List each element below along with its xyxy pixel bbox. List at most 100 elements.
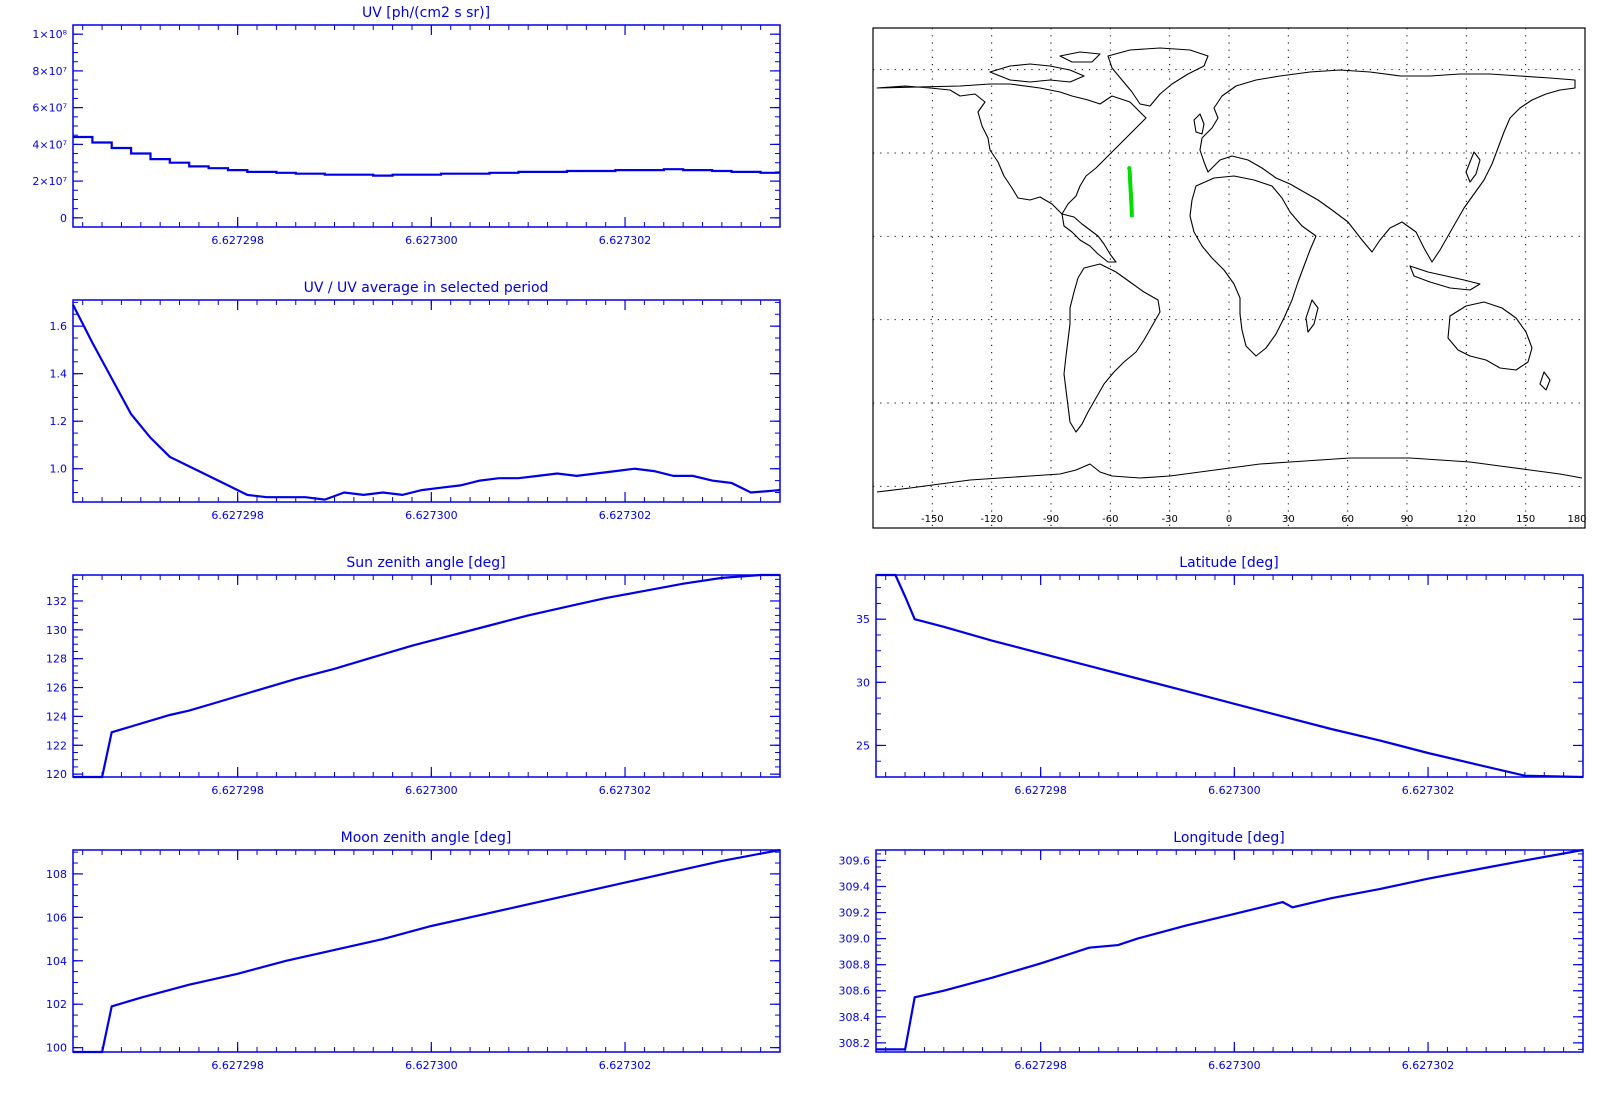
moon-zenith-axes: 100 102 104 106 108 6.627298 6.627300 6.627302 [46,850,781,1072]
satellite-ground-track [1127,169,1134,218]
coastline-greenland [1107,47,1209,107]
uv-panel: UV [ph/(cm2 s sr)] 0 2×10⁷ 4×10⁷ 6×10⁷ 8×10⁷… [32,5,781,247]
y-tick-label: 2×10⁷ [32,175,67,188]
latitude-plot-frame [875,574,1584,778]
uv-title: UV [ph/(cm2 s sr)] [362,5,490,21]
coastline-north-america [876,83,1147,263]
map-lon-tick-label: -30 [1161,514,1177,525]
y-tick-label: 309.4 [839,880,871,893]
coastline-eurasia [1199,69,1576,263]
uv-axes: 0 2×10⁷ 4×10⁷ 6×10⁷ 8×10⁷ 1×10⁸ 6.627298 6.6273… [32,24,781,247]
map-lon-tick-label: 60 [1341,514,1354,525]
y-tick-label: 122 [46,739,67,752]
moon-zenith-title: Moon zenith angle [deg] [341,830,512,846]
longitude-panel: Longitude [deg] 308.2 308.4 308.6 308.8 309.… [839,830,1584,1072]
sun-zenith-series-line [73,573,780,779]
map-frame [872,27,1586,529]
y-tick-label: 1.6 [50,320,68,333]
latitude-title: Latitude [deg] [1179,555,1278,571]
y-tick-label: 308.6 [839,985,871,998]
map-lon-tick-label: -90 [1043,514,1059,525]
y-tick-label: 1.4 [50,368,68,381]
y-tick-label: 6×10⁷ [32,102,67,115]
y-tick-label: 309.0 [839,933,871,946]
moon-zenith-series-line [73,848,781,1054]
map-lon-tick-label: -120 [980,514,1003,525]
x-tick-label: 6.627298 [211,234,264,247]
y-tick-label: 35 [856,613,870,626]
world-map-panel: -150 -120 -90 -60 -30 0 30 60 90 120 150 180 [872,27,1587,529]
x-tick-label: 6.627298 [211,1059,264,1072]
map-lon-tick-label: -150 [921,514,944,525]
y-tick-label: 104 [46,955,67,968]
x-tick-label: 6.627300 [405,1059,458,1072]
y-tick-label: 124 [46,710,67,723]
y-tick-label: 102 [46,998,67,1011]
y-tick-label: 108 [46,868,67,881]
coastline-africa [1189,175,1317,357]
latitude-series-line [876,573,1584,779]
coastline-arctic-islands [989,51,1101,83]
longitude-axes: 308.2 308.4 308.6 308.8 309.0 309.2 309.4 309.6… [839,850,1584,1072]
moon-zenith-panel: Moon zenith angle [deg] 100 102 104 106 108 6… [46,830,781,1072]
y-tick-label: 106 [46,911,67,924]
coastline-australia [1447,301,1533,371]
sun-zenith-panel: Sun zenith angle [deg] 120 122 124 126 128 13… [46,555,781,797]
map-lon-tick-label: 150 [1516,514,1535,525]
y-tick-label: 1.0 [50,463,68,476]
uv-ratio-series-line [72,304,781,501]
y-tick-label: 1×10⁸ [32,28,67,41]
x-tick-label: 6.627302 [599,509,652,522]
x-tick-label: 6.627300 [1208,784,1261,797]
coastline-indonesia [1409,265,1481,291]
x-tick-label: 6.627300 [405,509,458,522]
map-lon-tick-label: 180 [1567,514,1586,525]
y-tick-label: 132 [46,595,67,608]
x-tick-label: 6.627300 [405,784,458,797]
map-coastlines [876,47,1583,493]
x-tick-label: 6.627298 [1014,784,1067,797]
longitude-series-line [876,848,1584,1051]
map-longitude-axis: -150 -120 -90 -60 -30 0 30 60 90 120 150 180 [921,514,1587,525]
moon-zenith-plot-frame [72,849,781,1053]
map-lon-tick-label: 90 [1401,514,1414,525]
map-lon-tick-label: -60 [1102,514,1118,525]
coastline-japan [1465,151,1481,183]
x-tick-label: 6.627300 [405,234,458,247]
y-tick-label: 128 [46,653,67,666]
latitude-panel: Latitude [deg] 25 30 35 6.627298 6.627300 6.6… [856,555,1584,797]
x-tick-label: 6.627298 [211,509,264,522]
coastline-antarctica [876,457,1583,493]
longitude-plot-frame [875,849,1584,1053]
y-tick-label: 308.4 [839,1011,871,1024]
y-tick-label: 120 [46,768,67,781]
coastline-great-britain [1193,113,1205,135]
coastline-new-zealand [1539,371,1551,391]
sun-zenith-plot-frame [72,574,781,778]
x-tick-label: 6.627302 [599,234,652,247]
y-tick-label: 1.2 [50,415,68,428]
map-lon-tick-label: 30 [1282,514,1295,525]
x-tick-label: 6.627302 [599,784,652,797]
y-tick-label: 126 [46,682,67,695]
uv-ratio-panel: UV / UV average in selected period 1.01.… [50,280,781,522]
uv-ratio-plot-frame [72,299,781,503]
y-tick-label: 25 [856,739,870,752]
x-tick-label: 6.627302 [1402,784,1455,797]
y-tick-label: 309.2 [839,907,871,920]
x-tick-label: 6.627300 [1208,1059,1261,1072]
y-tick-label: 0 [60,212,67,225]
y-tick-label: 309.6 [839,854,871,867]
y-tick-label: 130 [46,624,67,637]
y-tick-label: 8×10⁷ [32,65,67,78]
x-tick-label: 6.627298 [211,784,264,797]
x-tick-label: 6.627302 [599,1059,652,1072]
longitude-title: Longitude [deg] [1173,830,1284,846]
uv-ratio-title: UV / UV average in selected period [304,280,549,296]
uv-ratio-axes: 1.0 1.2 1.4 1.6 6.627298 6.627300 6.627302 [50,300,781,522]
x-tick-label: 6.627298 [1014,1059,1067,1072]
y-tick-label: 100 [46,1042,67,1055]
sun-zenith-axes: 120 122 124 126 128 130 132 6.627298 6.627300 6.6… [46,575,781,797]
coastline-madagascar [1305,299,1319,333]
